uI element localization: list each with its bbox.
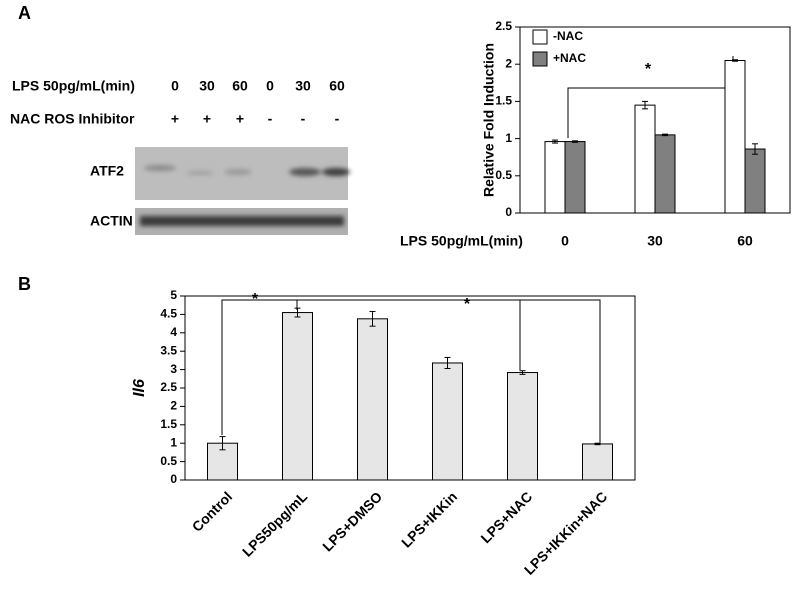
y-tick-label: 1	[170, 435, 177, 449]
x-tick-label: LPS+IKKin+NAC	[521, 488, 610, 577]
blot-cell: 0	[171, 78, 179, 94]
y-tick-label: 3.5	[160, 343, 177, 357]
blot-cell: -	[301, 111, 306, 127]
bar	[582, 443, 613, 481]
annotation: *	[252, 291, 259, 308]
blot-cell: +	[236, 111, 244, 127]
blot-cell: 30	[199, 78, 215, 94]
bands	[140, 165, 350, 226]
bar	[724, 59, 746, 214]
blot	[135, 147, 350, 235]
legend-swatch	[532, 51, 548, 67]
x-tick-label: LPS+DMSO	[319, 488, 385, 554]
panel-label: B	[18, 274, 31, 294]
y-tick-label: 4.5	[160, 307, 177, 321]
y-tick-label: 1	[505, 131, 512, 145]
x-axis-label: LPS 50pg/mL(min)	[400, 233, 523, 249]
x-tick-label: LPS50pg/mL	[239, 488, 311, 560]
blot-cell: -	[335, 111, 340, 127]
legend-label: +NAC	[553, 51, 586, 65]
bar	[357, 318, 388, 481]
y-tick-label: 1.5	[495, 94, 512, 108]
panel-label: A	[18, 3, 31, 23]
annotation: *	[645, 61, 652, 78]
band-label: ACTIN	[90, 213, 133, 229]
y-tick-label: 1.5	[160, 417, 177, 431]
blot-cell: 60	[232, 78, 248, 94]
y-tick-label: 5	[170, 288, 177, 302]
x-tick-label: 30	[647, 233, 663, 249]
y-axis-label: Relative Fold Induction	[481, 43, 497, 197]
blot-cell: -	[268, 111, 273, 127]
bar	[744, 148, 766, 214]
blot-cell: +	[203, 111, 211, 127]
legend-label: -NAC	[553, 29, 583, 43]
y-tick-label: 4	[170, 325, 177, 339]
x-tick-label: Control	[189, 488, 236, 535]
blot-cell: 30	[295, 78, 311, 94]
band-label: ATF2	[90, 163, 124, 179]
y-tick-label: 0.5	[495, 168, 512, 182]
x-tick-label: LPS+IKKin	[398, 488, 460, 550]
legend-swatch	[532, 29, 548, 45]
blot-row-label: NAC ROS Inhibitor	[10, 111, 135, 127]
y-tick-label: 2	[170, 399, 177, 413]
y-tick-label: 0	[505, 205, 512, 219]
bar	[507, 372, 538, 481]
y-tick-label: 0	[170, 472, 177, 486]
y-tick-label: 3	[170, 362, 177, 376]
blot-cell: 0	[266, 78, 274, 94]
bar	[432, 362, 463, 481]
blot-cell: +	[171, 111, 179, 127]
x-tick-label: LPS+NAC	[477, 488, 535, 546]
plot-frame	[184, 295, 636, 481]
x-tick-label: 0	[561, 233, 569, 249]
y-tick-label: 2.5	[160, 380, 177, 394]
bar	[544, 141, 566, 214]
bar	[654, 134, 676, 214]
blot-row-label: LPS 50pg/mL(min)	[12, 78, 135, 94]
y-tick-label: 2.5	[495, 19, 512, 33]
bar	[564, 141, 586, 214]
blot-cell: 60	[329, 78, 345, 94]
bar	[282, 312, 313, 481]
y-tick-label: 2	[505, 56, 512, 70]
y-tick-label: 0.5	[160, 454, 177, 468]
bar	[634, 104, 656, 214]
annotation: *	[464, 296, 471, 313]
x-tick-label: 60	[737, 233, 753, 249]
y-axis-label: Il6	[131, 379, 148, 397]
